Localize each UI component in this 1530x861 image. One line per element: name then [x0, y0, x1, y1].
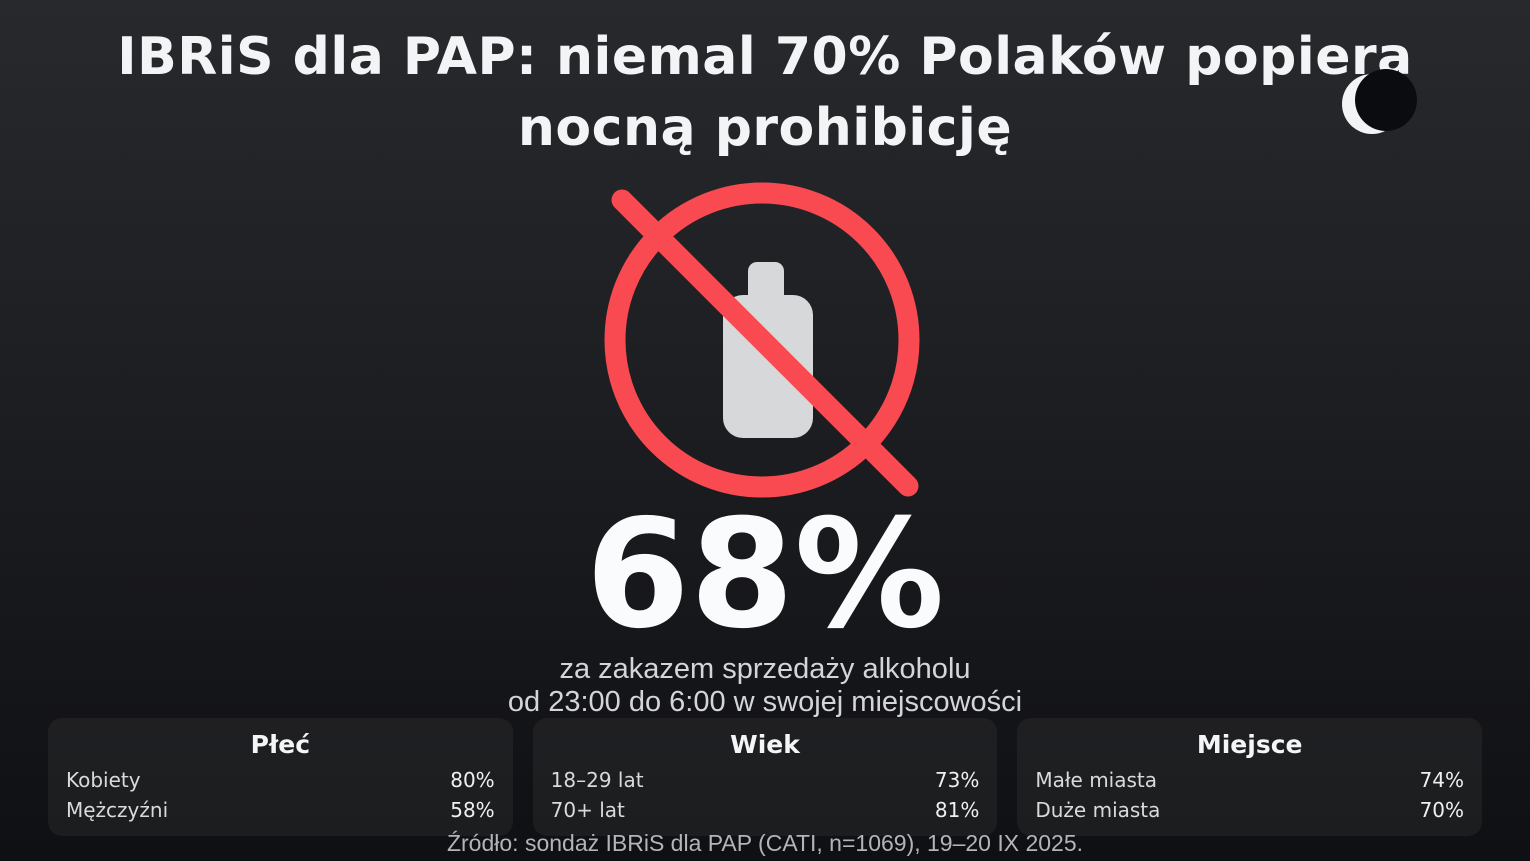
page-title: IBRiS dla PAP: niemal 70% Polaków popier… — [0, 22, 1530, 164]
crescent-moon-icon — [1342, 69, 1417, 134]
breakdown-panels: Płeć Kobiety 80% Mężczyźni 58% Wiek 18–2… — [48, 718, 1483, 836]
row-label: Duże miasta — [1035, 798, 1161, 822]
headline-subtitle-line1: za zakazem sprzedaży alkoholu — [559, 653, 971, 685]
row-value: 70% — [1419, 798, 1465, 822]
row-value: 58% — [450, 798, 495, 822]
prohibition-circle-icon — [604, 182, 920, 498]
row-value: 74% — [1419, 768, 1465, 792]
row-label: Małe miasta — [1035, 768, 1158, 792]
table-row: Mężczyźni 58% — [66, 795, 495, 825]
page-title-line1: IBRiS dla PAP: niemal 70% Polaków popier… — [117, 27, 1413, 87]
panel-place: Miejsce Małe miasta 74% Duże miasta 70% — [1017, 718, 1483, 836]
moon-shadow-circle — [1355, 69, 1417, 131]
source-note: Źródło: sondaż IBRiS dla PAP (CATI, n=10… — [446, 830, 1084, 856]
table-row: Duże miasta 70% — [1035, 795, 1464, 825]
row-value: 81% — [934, 798, 980, 822]
no-alcohol-icon — [604, 182, 920, 498]
table-row: Kobiety 80% — [66, 765, 495, 795]
page-title-line2: nocną prohibicję — [517, 98, 1013, 158]
row-value: 73% — [934, 768, 980, 792]
row-label: Kobiety — [66, 768, 141, 792]
prohibition-slash-icon — [611, 189, 919, 497]
row-label: 18–29 lat — [550, 768, 644, 792]
panel-age-title: Wiek — [730, 730, 800, 759]
row-value: 80% — [450, 768, 495, 792]
table-row: Małe miasta 74% — [1035, 765, 1464, 795]
headline-subtitle-line2: od 23:00 do 6:00 w swojej miejscowości — [507, 686, 1023, 718]
headline-subtitle: za zakazem sprzedaży alkoholu od 23:00 do… — [0, 653, 1530, 719]
panel-age: Wiek 18–29 lat 73% 70+ lat 81% — [532, 718, 998, 836]
row-label: Mężczyźni — [66, 798, 169, 822]
panel-place-title: Miejsce — [1196, 730, 1303, 759]
panel-gender-title: Płeć — [250, 730, 311, 759]
panel-gender: Płeć Kobiety 80% Mężczyźni 58% — [48, 718, 513, 836]
headline-percentage: 68% — [585, 488, 945, 662]
table-row: 18–29 lat 73% — [551, 765, 980, 795]
row-label: 70+ lat — [550, 798, 625, 822]
table-row: 70+ lat 81% — [551, 795, 980, 825]
